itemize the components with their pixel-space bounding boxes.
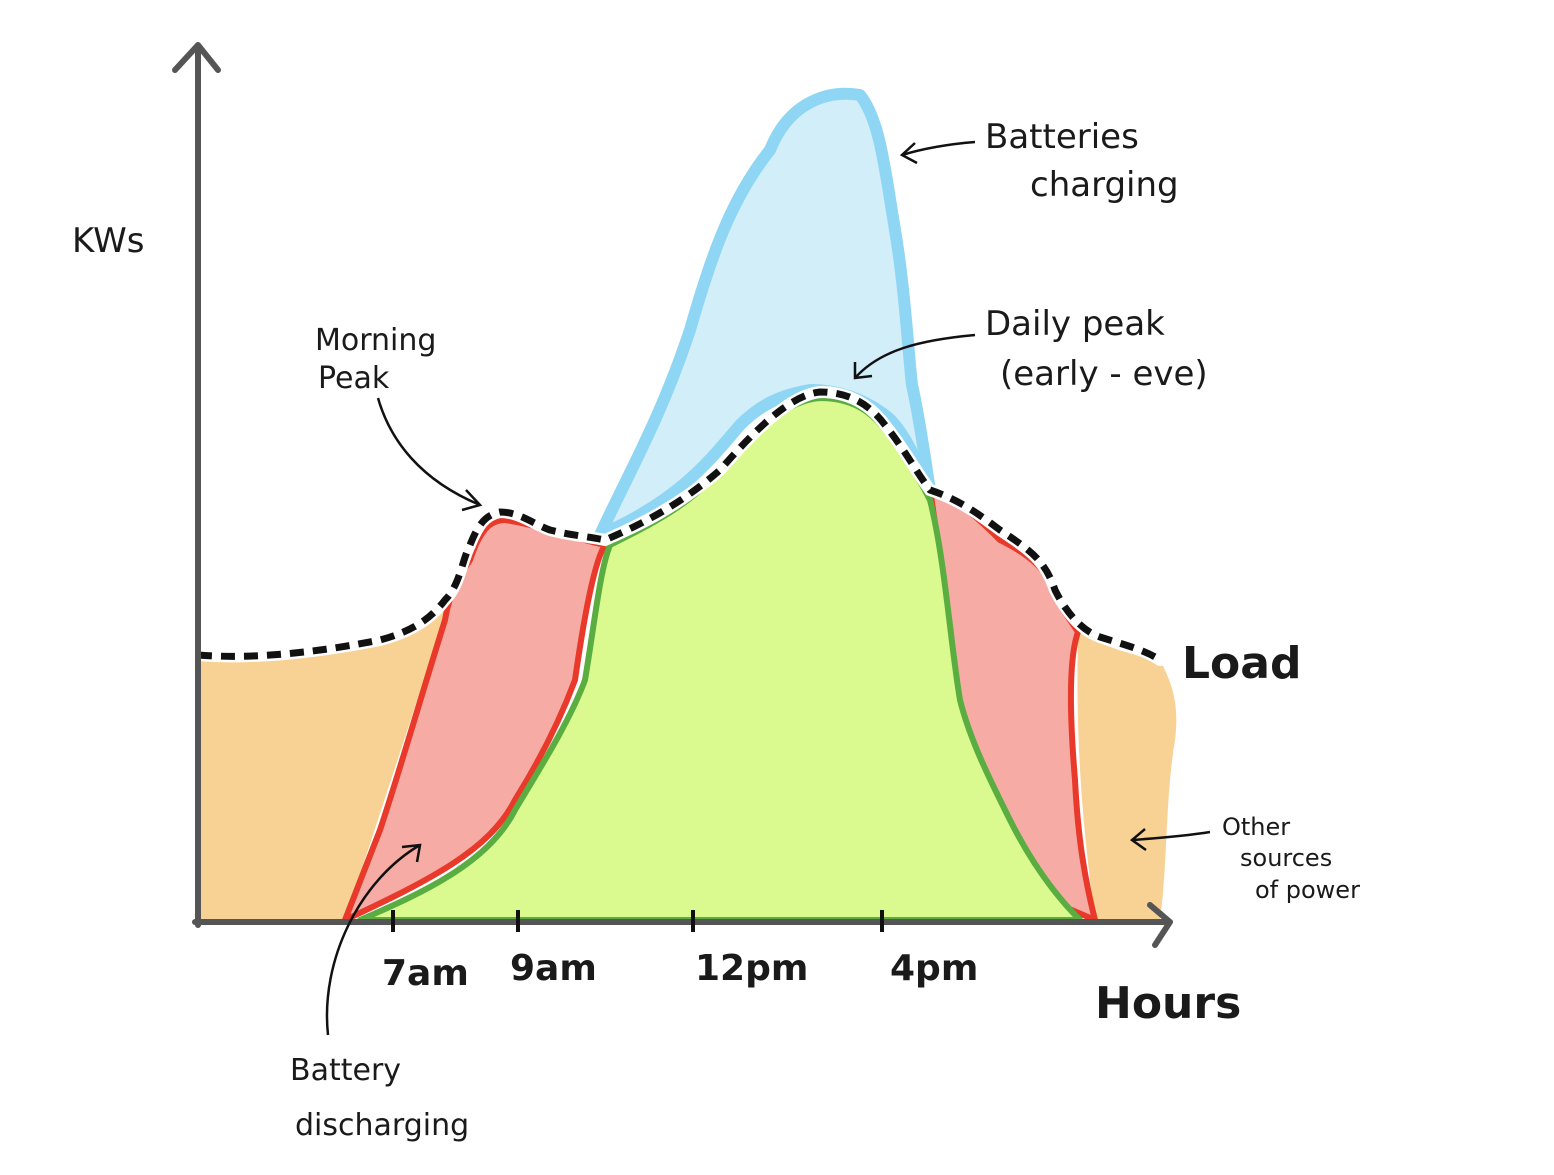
other-sources-label-2: sources — [1240, 844, 1332, 872]
arrow-head-icon — [401, 843, 422, 863]
battery-discharging-label-2: discharging — [295, 1108, 469, 1143]
arrow-icon — [1131, 830, 1211, 842]
daily-peak-label-1: Daily peak — [985, 304, 1165, 344]
tick-label-12pm: 12pm — [695, 948, 808, 989]
arrow-icon — [376, 397, 481, 507]
battery-charge-area — [594, 87, 936, 541]
load-line-dash — [197, 388, 1162, 663]
other-sources-label-3: of power — [1255, 876, 1360, 904]
y-axis-arrow-icon — [172, 42, 221, 73]
batteries-charging-label-2: charging — [1030, 165, 1179, 205]
batteries-charging-label-1: Batteries — [985, 117, 1139, 157]
arrow-head-icon — [1129, 828, 1147, 852]
daily-peak-label-2: (early - eve) — [1000, 354, 1208, 394]
arrow-icon — [325, 843, 421, 1036]
x-axis-arrow-icon — [1147, 902, 1173, 948]
tick-label-9am: 9am — [510, 948, 597, 989]
y-axis-label: KWs — [72, 221, 144, 261]
arrow-head-icon — [853, 362, 873, 380]
arrow-icon — [901, 140, 976, 157]
other-sources-area-right — [1077, 632, 1177, 920]
arrow-head-icon — [461, 489, 483, 512]
x-axis-label: Hours — [1095, 978, 1241, 1029]
other-sources-label-1: Other — [1222, 813, 1290, 841]
other-sources-area — [198, 585, 455, 920]
arrow-icon — [854, 333, 976, 379]
morning-peak-label-2: Peak — [318, 361, 390, 396]
battery-discharging-label-1: Battery — [290, 1053, 401, 1088]
tick-label-4pm: 4pm — [890, 948, 978, 989]
arrow-head-icon — [899, 142, 918, 165]
morning-peak-label-1: Morning — [315, 323, 436, 358]
load-label: Load — [1182, 638, 1301, 689]
tick-label-7am: 7am — [382, 953, 469, 994]
